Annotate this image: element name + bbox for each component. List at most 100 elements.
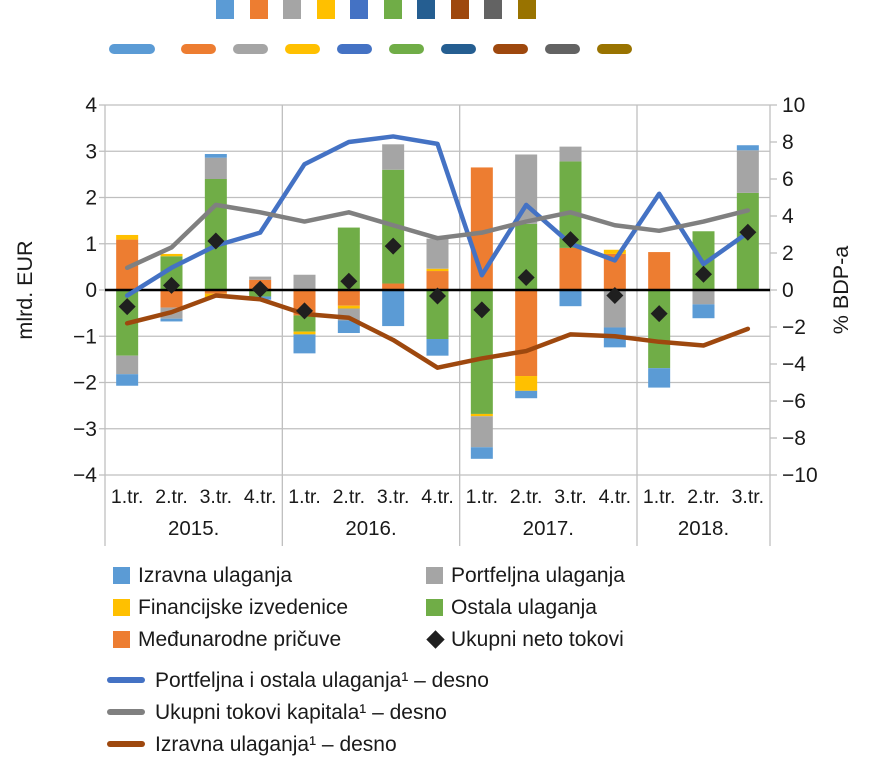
legend-dash-swatch (181, 44, 216, 54)
bar-segment (293, 334, 316, 354)
legend-item-portfeljna-i-ostala-desno: Portfeljna i ostala ulaganja¹ – desno (107, 664, 489, 696)
quarter-label: 2.tr. (155, 486, 188, 508)
legend-label: Portfeljna i ostala ulaganja¹ – desno (155, 668, 489, 692)
quarter-label: 1.tr. (466, 486, 499, 508)
right-axis-tick-label: 4 (782, 205, 794, 228)
bar-segment (515, 376, 538, 391)
bar-segment (116, 355, 139, 375)
series-line (124, 202, 751, 271)
quarter-label: 4.tr. (244, 486, 277, 508)
bar-segment (470, 413, 493, 417)
legend-dash-swatch (597, 44, 632, 54)
bar-segment (648, 252, 671, 290)
legend-square-swatch (451, 0, 469, 19)
quarter-label: 2.tr. (687, 486, 720, 508)
diamond-marker (118, 298, 136, 316)
legend-item-financijske-izvedenice: Financijske izvedenice (113, 595, 426, 620)
bar-segment (337, 227, 360, 290)
bar-segment (426, 271, 449, 290)
bar-segment (204, 157, 227, 179)
diamond-marker (562, 231, 579, 249)
legend-square-swatch (350, 0, 368, 19)
bar-segment (116, 239, 139, 290)
legend-square-swatch (250, 0, 268, 19)
legend-label: Izravna ulaganja¹ – desno (155, 732, 397, 756)
legend-label: Ostala ulaganja (451, 596, 597, 619)
right-axis-tick-label: −8 (782, 427, 806, 450)
left-axis-tick-label: 4 (85, 94, 97, 117)
bar-segment (293, 315, 316, 332)
series-line (124, 293, 751, 370)
bar-segment (559, 161, 582, 248)
right-axis-tick-label: −10 (782, 464, 818, 487)
diamond-marker (517, 269, 535, 287)
diamond-marker (606, 287, 624, 305)
legend-dash-swatch (285, 44, 320, 54)
legend-square-swatch (283, 0, 301, 19)
quarter-label: 3.tr. (200, 486, 233, 508)
bar-segment (337, 290, 360, 306)
quarter-label: 1.tr. (288, 486, 321, 508)
bar-segment (160, 290, 183, 308)
left-axis-tick-label: 2 (85, 187, 97, 210)
medjunarodne-pricuve-swatch (113, 631, 130, 648)
bar-segment (160, 253, 183, 257)
bar-segment (603, 249, 626, 254)
legend-dash-swatch (233, 44, 268, 54)
bar-segment (293, 331, 316, 335)
legend-dash-swatch (545, 44, 580, 54)
bar-segment (426, 268, 449, 272)
quarter-label: 2.tr. (510, 486, 543, 508)
legend-item-ukupni-neto-tokovi: Ukupni neto tokovi (426, 627, 625, 652)
top-dash-swatch-row (0, 44, 876, 56)
izravna-ulaganja-swatch (113, 567, 130, 584)
year-label: 2017. (523, 517, 574, 540)
legend-item-ukupni-tokovi-kapitala-desno: Ukupni tokovi kapitala¹ – desno (107, 696, 489, 728)
series-line (124, 134, 751, 298)
diamond-marker (207, 232, 225, 250)
left-axis-tick-label: 3 (85, 140, 97, 163)
financijske-izvedenice-swatch (113, 599, 130, 616)
top-square-swatch-row (0, 0, 876, 20)
bar-segment (515, 290, 538, 377)
diamond-marker (739, 223, 757, 241)
diamond-marker (429, 287, 446, 305)
legend-item-izravna-ulaganja: Izravna ulaganja (113, 563, 426, 588)
bar-segment (736, 192, 759, 290)
bar-segment (648, 290, 671, 369)
bar-segment (382, 283, 405, 290)
bar-segment (470, 290, 493, 414)
bar-segment (559, 146, 582, 162)
diamond-marker (650, 305, 668, 323)
bar-segment (736, 150, 759, 193)
right-axis-tick-label: 0 (782, 279, 794, 302)
ostala-ulaganja-swatch (426, 599, 443, 616)
left-axis-tick-label: −3 (73, 418, 97, 441)
left-axis-tick-label: −2 (73, 372, 97, 395)
legend-label: Izravna ulaganja (138, 564, 293, 587)
right-axis-tick-label: −2 (782, 316, 806, 339)
legend-dash-swatch (337, 44, 372, 54)
bar-segment (692, 304, 715, 319)
legend-label: Ukupni neto tokovi (451, 628, 624, 651)
bar-segment (204, 290, 227, 294)
bar-segment (426, 238, 449, 269)
bar-segment (382, 144, 405, 170)
legend-item-portfeljna-ulaganja: Portfeljna ulaganja (426, 563, 625, 588)
legend-label: Financijske izvedenice (138, 596, 349, 619)
quarter-label: 1.tr. (111, 486, 144, 508)
quarter-label: 3.tr. (377, 486, 410, 508)
diamond-marker (384, 237, 402, 255)
line-legend: Portfeljna i ostala ulaganja¹ – desno Uk… (107, 664, 489, 760)
bar-segment (116, 374, 139, 386)
bar-segment (204, 154, 227, 158)
bar-segment (692, 290, 715, 305)
right-axis-tick-label: 6 (782, 168, 794, 191)
bar-segment (470, 447, 493, 459)
series-legend: Izravna ulaganja Portfeljna ulaganja Fin… (113, 563, 625, 652)
right-axis-tick-label: −4 (782, 353, 806, 376)
year-label: 2016. (345, 517, 396, 540)
legend-square-swatch (484, 0, 502, 19)
diamond-marker (473, 301, 491, 319)
